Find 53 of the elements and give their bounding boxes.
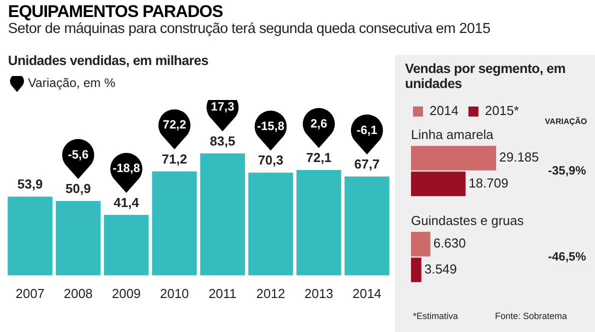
bar	[411, 232, 430, 256]
x-tick-label: 2009	[112, 286, 141, 301]
data-label: 72,1	[306, 150, 332, 166]
legend-label: 2014	[430, 103, 458, 118]
bar	[344, 176, 390, 276]
data-label: 53,9	[17, 176, 43, 192]
x-tick-label: 2013	[304, 286, 334, 301]
text: VARIAÇÃO	[544, 117, 587, 126]
data-label: 83,5	[210, 133, 236, 148]
data-label: 50,9	[66, 181, 91, 196]
bar	[8, 196, 52, 276]
y-tick-label: Linha amarela	[411, 126, 494, 142]
data-label: 29.185	[499, 150, 539, 165]
x-tick-label: 2011	[208, 286, 237, 301]
chart-title: Vendas por segmento, em unidades	[405, 61, 566, 91]
legend-label: 2015*	[484, 103, 519, 118]
source-note: Fonte: Sobratema	[495, 311, 568, 321]
x-tick-label: 2010	[160, 286, 189, 301]
y-tick-label: Guindastes e gruas	[411, 212, 524, 228]
data-label: 41,4	[114, 194, 140, 210]
text: 17,3	[210, 100, 235, 114]
bar	[56, 201, 101, 276]
text: -46,5%	[548, 249, 586, 264]
text: 72,2	[162, 118, 186, 132]
data-label: 67,7	[354, 156, 380, 172]
bar	[104, 214, 149, 276]
annotation: -18,8	[112, 161, 140, 176]
chart-subtitle: Setor de máquinas para construção terá segunda queda consecutiva em 2015	[8, 21, 490, 37]
text: 2,6	[310, 116, 328, 130]
text: Variação, em %	[28, 76, 116, 90]
bar	[411, 146, 496, 170]
bar	[248, 172, 294, 276]
x-tick-label: 2008	[64, 286, 93, 301]
x-tick-label: 2014	[352, 286, 382, 301]
bar	[200, 153, 245, 276]
data-label: 3.549	[424, 261, 457, 276]
data-label: 6.630	[433, 236, 466, 251]
bar	[411, 258, 422, 282]
text: -6,1	[356, 122, 378, 137]
bar	[296, 170, 342, 276]
chart-title: EQUIPAMENTOS PARADOS	[8, 2, 223, 22]
bar	[411, 172, 466, 196]
annotation: -5,6	[68, 147, 89, 162]
bar	[152, 171, 197, 276]
data-label: 70,3	[258, 152, 284, 168]
text: -15,8	[257, 118, 285, 133]
text: *Estimativa	[413, 311, 458, 321]
x-tick-label: 2007	[16, 286, 45, 301]
text: Unidades vendidas, em milhares	[8, 53, 208, 68]
text: -35,9%	[548, 163, 586, 178]
data-label: 18.709	[468, 175, 508, 190]
data-label: 71,2	[162, 151, 188, 166]
x-tick-label: 2012	[256, 286, 286, 301]
